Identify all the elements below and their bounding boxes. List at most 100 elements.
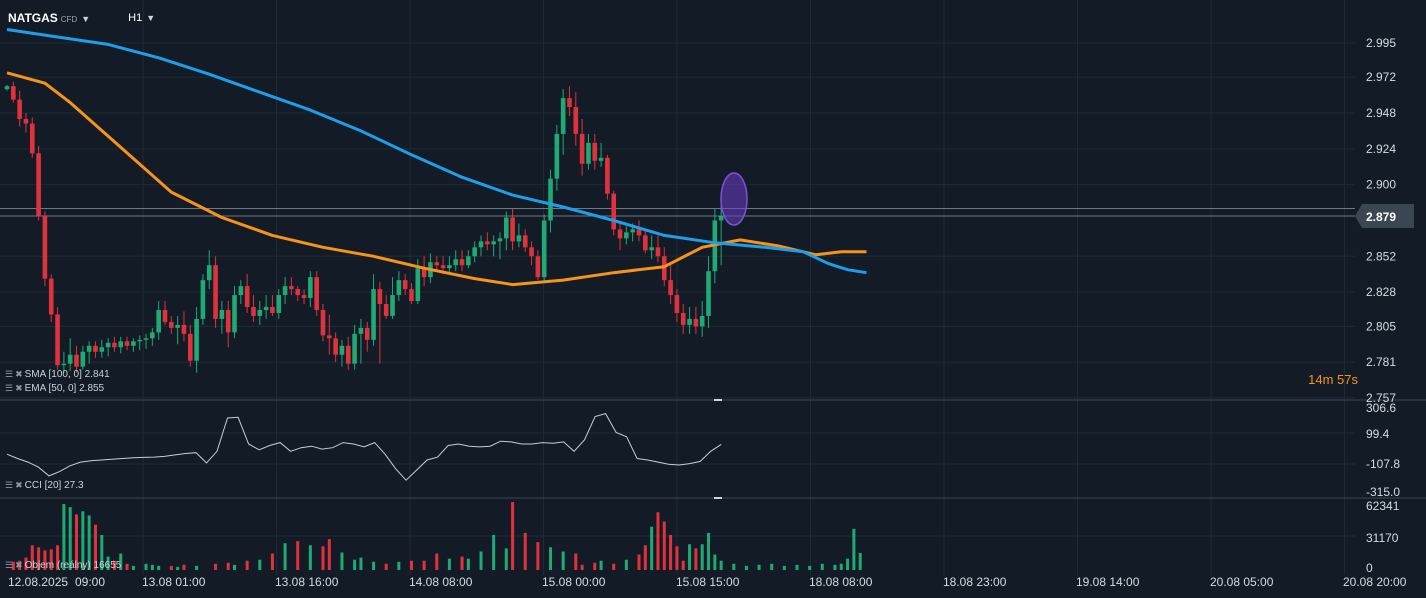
volume-bar [511, 502, 515, 570]
candle-body [680, 312, 686, 325]
candle-body [674, 295, 680, 313]
volume-bar [372, 561, 376, 570]
candle-body [579, 133, 585, 164]
candle-body [17, 99, 22, 120]
volume-bar [176, 566, 180, 570]
volume-legend: ☰ ✖ Objem (reálny) 16655 [5, 560, 121, 571]
candle-body [29, 123, 35, 154]
candle-body [706, 271, 711, 316]
candle-body [339, 345, 345, 355]
candle-countdown: 14m 57s [1308, 372, 1358, 387]
time-tick-label: 18.08 23:00 [943, 575, 1007, 589]
volume-bar [182, 564, 186, 570]
candle-body [592, 142, 598, 161]
volume-bar [245, 560, 249, 570]
candle-body [371, 289, 376, 340]
timeframe-selector[interactable]: H1 ▼ [128, 12, 155, 24]
bars-icon[interactable]: ☰ [5, 480, 14, 490]
volume-bar [308, 545, 312, 570]
volume-bar [131, 565, 135, 570]
candle-body [383, 304, 389, 316]
volume-bar [808, 565, 812, 570]
close-icon[interactable]: ✖ [15, 383, 23, 393]
candle-body [567, 98, 572, 108]
volume-bar [669, 534, 673, 570]
volume-bar [422, 560, 426, 570]
close-icon[interactable]: ✖ [15, 480, 23, 490]
candle-body [390, 295, 395, 316]
volume-bar [466, 558, 470, 570]
candle-body [213, 265, 218, 319]
candle-body [219, 309, 225, 319]
bars-icon[interactable]: ☰ [5, 560, 14, 570]
candle-body [11, 86, 16, 100]
candle-body [320, 309, 326, 336]
candle-body [251, 306, 256, 316]
candle-body [598, 157, 604, 161]
candle-body [150, 332, 155, 339]
volume-bar [24, 557, 28, 570]
candle-body [687, 318, 692, 325]
volume-bar [62, 504, 66, 570]
candle-body [105, 342, 111, 348]
caret-down-icon[interactable]: ▼ [146, 13, 156, 23]
candle-body [48, 278, 54, 315]
volume-bar [599, 560, 603, 570]
symbol-tag: CFD [60, 15, 78, 24]
candle-body [257, 309, 263, 316]
bars-icon[interactable]: ☰ [5, 369, 14, 379]
volume-bar [270, 553, 274, 570]
candle-body [74, 354, 79, 367]
close-icon[interactable]: ✖ [15, 560, 23, 570]
candle-body [655, 247, 661, 257]
volume-bar [643, 545, 647, 570]
candle-body [617, 229, 623, 239]
candle-body [478, 241, 484, 248]
price-tick-label: 2.805 [1366, 319, 1396, 333]
candle-body [200, 280, 206, 319]
volume-bar [106, 556, 110, 570]
time-tick-label: 19.08 14:00 [1076, 575, 1140, 589]
price-tick-label: 2.852 [1366, 249, 1396, 263]
volume-bar [833, 564, 837, 570]
candle-body [156, 309, 161, 333]
candle-body [548, 178, 553, 221]
caret-down-icon[interactable]: ▼ [81, 14, 91, 24]
volume-bar [637, 554, 641, 570]
cci-line [6, 413, 722, 481]
volume-bar [852, 528, 856, 570]
volume-bar [820, 563, 824, 570]
candle-body [295, 289, 301, 296]
candle-body [466, 256, 471, 266]
volume-bar [359, 557, 363, 570]
volume-bar [93, 524, 97, 570]
volume-bar [37, 547, 41, 570]
close-icon[interactable]: ✖ [15, 369, 23, 379]
current-price-label: 2.879 [1366, 210, 1396, 224]
candle-body [573, 107, 579, 134]
volume-bar [397, 561, 401, 570]
volume-bar [656, 512, 660, 570]
candle-body [554, 133, 560, 179]
sma-line [6, 28, 867, 275]
candle-body [510, 217, 515, 242]
volume-bar [846, 558, 850, 570]
candle-body [61, 363, 67, 366]
pane-resize-handle [714, 497, 722, 499]
time-tick-label: 15.08 00:00 [542, 575, 606, 589]
candle-body [36, 153, 41, 216]
volume-bar [435, 553, 439, 570]
candle-body [485, 241, 490, 245]
volume-bar [612, 563, 616, 570]
bars-icon[interactable]: ☰ [5, 383, 14, 393]
countdown-seconds: 57 [1337, 372, 1352, 387]
candle-body [643, 235, 648, 251]
volume-bar [492, 534, 496, 570]
volume-bar [283, 543, 287, 570]
annotation-ellipse [720, 172, 748, 226]
volume-bar [56, 545, 60, 570]
volume-bar [782, 565, 786, 570]
symbol-selector[interactable]: NATGAS CFD ▼ [8, 11, 90, 25]
volume-bar [536, 542, 540, 570]
